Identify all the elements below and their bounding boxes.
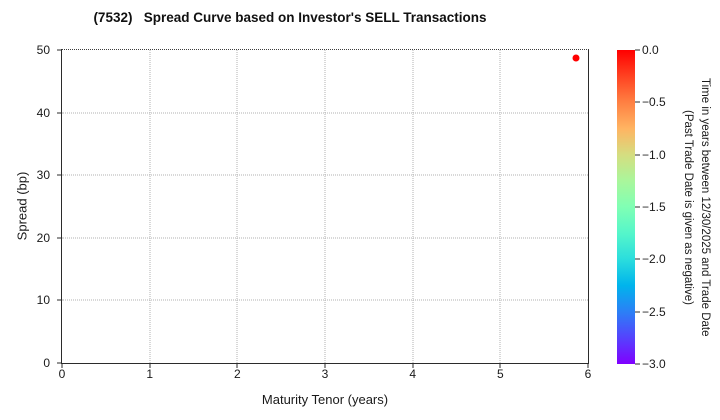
x-gridline	[324, 50, 326, 363]
plot-area	[61, 49, 589, 364]
colorbar-tick-mark	[635, 101, 640, 103]
x-tick-mark	[587, 364, 589, 368]
x-gridline	[499, 50, 501, 363]
y-tick-mark	[57, 49, 61, 51]
colorbar-tick-mark	[635, 311, 640, 313]
scatter-point	[572, 54, 580, 61]
colorbar-tick-labels: 0.0 −0.5 −1.0 −1.5 −2.0 −2.5 −3.0	[642, 43, 680, 371]
y-tick-mark	[57, 112, 61, 114]
y-tick-labels: 0 10 20 30 40 50	[0, 43, 50, 370]
y-tick-label: 10	[36, 293, 50, 308]
y-gridline	[62, 112, 588, 114]
y-gridline	[62, 237, 588, 239]
y-tick-mark	[57, 362, 61, 364]
colorbar-label-line1: Time in years between 12/30/2025 and Tra…	[698, 77, 711, 337]
colorbar	[617, 50, 635, 364]
colorbar-tick-label: −2.5	[642, 304, 666, 319]
y-tick-label: 40	[36, 105, 50, 120]
y-axis-label: Spread (bp)	[14, 171, 30, 241]
x-tick-label: 2	[233, 367, 241, 381]
colorbar-label-line2: (Past Trade Date is given as negative)	[681, 109, 694, 305]
x-tick-mark	[324, 364, 326, 368]
colorbar-tick-label: 0.0	[642, 43, 659, 57]
y-tick-label: 30	[36, 168, 50, 183]
x-tick-label: 6	[584, 367, 592, 381]
y-tick-label: 20	[36, 230, 50, 245]
y-tick-label: 0	[43, 356, 50, 370]
colorbar-tick-label: −1.0	[642, 147, 666, 162]
x-tick-mark	[61, 364, 63, 368]
x-tick-labels: 0 1 2 3 4 5 6	[58, 367, 592, 382]
colorbar-tick-label: −0.5	[642, 95, 666, 110]
colorbar-tick-mark	[635, 154, 640, 156]
y-tick-label: 50	[36, 43, 50, 57]
y-tick-mark	[57, 237, 61, 239]
x-tick-label: 0	[58, 367, 66, 381]
colorbar-tick-mark	[635, 258, 640, 260]
y-gridline	[62, 174, 588, 176]
colorbar-tick-marks	[635, 49, 640, 365]
x-tick-marks	[61, 364, 589, 368]
x-gridline	[149, 50, 151, 363]
y-tick-mark	[57, 299, 61, 301]
x-tick-mark	[412, 364, 414, 368]
x-tick-mark	[149, 364, 151, 368]
colorbar-label: Time in years between 12/30/2025 and Tra…	[679, 50, 713, 364]
colorbar-tick-mark	[635, 363, 640, 365]
x-tick-label: 1	[146, 367, 153, 381]
x-tick-label: 4	[409, 367, 416, 381]
colorbar-tick-mark	[635, 49, 640, 51]
x-tick-mark	[499, 364, 501, 368]
colorbar-tick-mark	[635, 206, 640, 208]
y-tick-marks	[57, 49, 61, 364]
x-gridline	[236, 50, 238, 363]
colorbar-tick-label: −1.5	[642, 200, 666, 214]
y-gridline	[62, 299, 588, 301]
colorbar-tick-label: −3.0	[642, 357, 666, 371]
x-axis-label: Maturity Tenor (years)	[261, 392, 389, 407]
x-tick-label: 5	[496, 367, 504, 381]
x-tick-label: 3	[321, 367, 329, 381]
x-gridline	[412, 50, 414, 363]
chart-title: (7532) Spread Curve based on Investor's …	[93, 10, 487, 25]
colorbar-tick-label: −2.0	[642, 252, 666, 267]
x-tick-mark	[236, 364, 238, 368]
y-tick-mark	[57, 174, 61, 176]
